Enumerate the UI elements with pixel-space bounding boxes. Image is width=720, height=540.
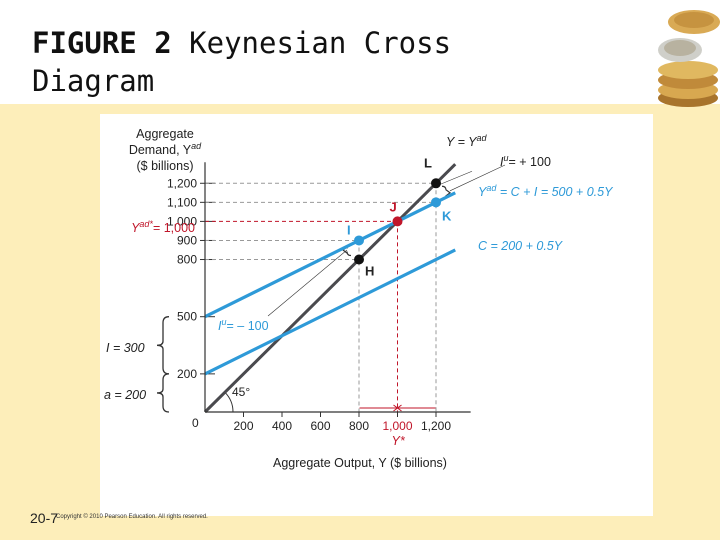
series-label-aggregate-demand: Yad = C + I = 500 + 0.5Y bbox=[478, 183, 614, 199]
slide-title: FIGURE 2 Keynesian Cross Diagram bbox=[32, 24, 632, 100]
point-j bbox=[392, 216, 403, 227]
series-line-0 bbox=[203, 163, 457, 414]
y-tick-label: 900 bbox=[177, 233, 197, 247]
y-tick-label: 200 bbox=[177, 367, 197, 381]
title-text: Keynesian Cross bbox=[189, 26, 452, 60]
x-tick-label: 800 bbox=[349, 419, 369, 433]
title-text-line2: Diagram bbox=[32, 64, 155, 98]
series-line-2 bbox=[204, 248, 456, 376]
investment-brace-label: I = 300 bbox=[106, 341, 145, 355]
y-tick-label: 500 bbox=[177, 310, 197, 324]
title-figure-number: FIGURE 2 bbox=[32, 26, 172, 60]
y-axis-label-line3: ($ billions) bbox=[137, 159, 194, 173]
leader-line bbox=[437, 171, 473, 186]
point-label-h: H bbox=[365, 264, 374, 279]
x-tick-label: 1,000 bbox=[382, 419, 412, 433]
point-label-l: L bbox=[424, 155, 432, 170]
autonomous-consumption-brace-label: a = 200 bbox=[104, 388, 146, 402]
origin-label: 0 bbox=[192, 416, 199, 430]
series-line-1 bbox=[204, 191, 456, 319]
x-axis-label: Aggregate Output, Y ($ billions) bbox=[273, 456, 447, 470]
coin-stack-image bbox=[658, 10, 720, 107]
point-k bbox=[431, 197, 441, 208]
point-h bbox=[354, 254, 364, 265]
arrow-head bbox=[396, 404, 402, 412]
series-label-consumption: C = 200 + 0.5Y bbox=[478, 239, 564, 253]
leader-line bbox=[449, 164, 506, 192]
point-label-i: I bbox=[347, 222, 351, 237]
y-tick-label: 1,100 bbox=[167, 195, 197, 209]
copyright-notice: Copyright © 2010 Pearson Education. All … bbox=[56, 514, 208, 520]
slide-number: 20-7 bbox=[30, 510, 59, 526]
x-tick-label: 600 bbox=[310, 419, 330, 433]
x-tick-label: 400 bbox=[272, 419, 292, 433]
unplanned-investment-negative-label: Iu= – 100 bbox=[218, 317, 269, 333]
x-tick-label: 200 bbox=[233, 419, 253, 433]
y-tick-label: 1,000 bbox=[167, 214, 197, 228]
autonomous-consumption-brace bbox=[156, 373, 170, 413]
y-axis-label-line1: Aggregate bbox=[136, 127, 194, 141]
y-tick-label: 800 bbox=[177, 253, 197, 267]
point-l bbox=[431, 178, 441, 189]
point-i bbox=[354, 235, 364, 246]
y-tick-label: 1,200 bbox=[167, 176, 197, 190]
equilibrium-demand-label: Yad*= 1,000 bbox=[131, 219, 195, 235]
series-label-45-degree: Y = Yad bbox=[446, 133, 487, 149]
point-label-k: K bbox=[442, 208, 452, 223]
equilibrium-output-label: Y* bbox=[392, 434, 406, 448]
investment-brace bbox=[156, 316, 170, 375]
y-axis-label-line2: Demand, Yad bbox=[129, 141, 202, 157]
angle-45-label: 45° bbox=[232, 385, 250, 399]
chart-panel bbox=[100, 114, 653, 516]
x-tick-label: 1,200 bbox=[421, 419, 451, 433]
point-label-j: J bbox=[390, 199, 397, 214]
unplanned-investment-positive-label: Iu= + 100 bbox=[500, 153, 551, 169]
leader-line bbox=[267, 249, 348, 317]
